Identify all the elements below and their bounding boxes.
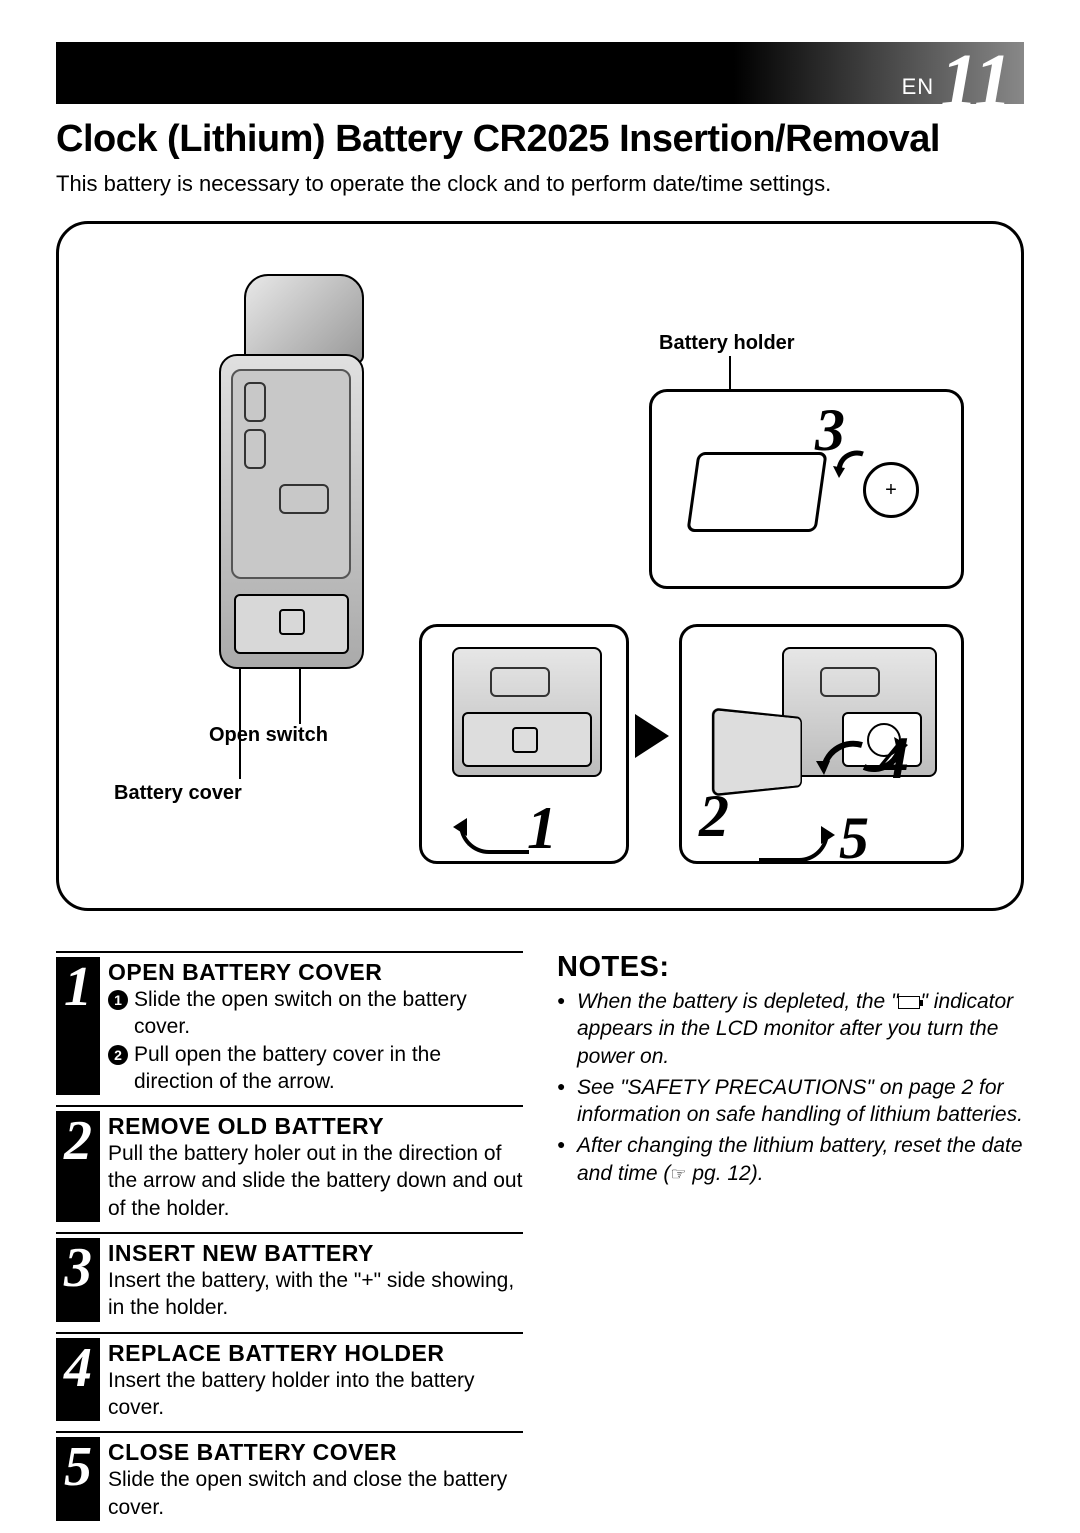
- callout-4: 4: [879, 724, 909, 793]
- diagram: Battery holder Open switch Battery cover…: [56, 221, 1024, 911]
- page-header: EN 11: [56, 42, 1024, 104]
- step-3: 3 INSERT NEW BATTERY Insert the battery,…: [56, 1232, 523, 1322]
- label-battery-holder: Battery holder: [659, 332, 795, 355]
- step-number: 2: [56, 1111, 100, 1222]
- header-page-number: 11: [940, 50, 1012, 112]
- sub-num-icon: 2: [108, 1045, 128, 1065]
- step-number: 4: [56, 1338, 100, 1422]
- note-item: When the battery is depleted, the "" ind…: [557, 988, 1024, 1070]
- sub-text: Slide the open switch on the battery cov…: [134, 986, 523, 1041]
- big-arrow-icon: [635, 714, 669, 758]
- step-number: 1: [56, 957, 100, 1095]
- leader-line: [729, 356, 731, 391]
- callout-1: 1: [527, 794, 557, 863]
- step-title: CLOSE BATTERY COVER: [108, 1439, 523, 1466]
- page-subtitle: This battery is necessary to operate the…: [56, 171, 1024, 197]
- step-title: INSERT NEW BATTERY: [108, 1240, 523, 1267]
- label-open-switch: Open switch: [209, 724, 328, 747]
- battery-empty-icon: [898, 996, 920, 1009]
- callout-5: 5: [839, 804, 869, 873]
- sub-text: Pull open the battery cover in the direc…: [134, 1041, 523, 1096]
- detail-battery-holder: +: [649, 389, 964, 589]
- notes-heading: NOTES:: [557, 951, 1024, 984]
- step-number: 3: [56, 1238, 100, 1322]
- content-columns: 1 OPEN BATTERY COVER 1 Slide the open swi…: [56, 951, 1024, 1531]
- step-title: OPEN BATTERY COVER: [108, 959, 523, 986]
- camera-illustration: [189, 274, 399, 694]
- note-item: See "SAFETY PRECAUTIONS" on page 2 for i…: [557, 1074, 1024, 1129]
- page-title: Clock (Lithium) Battery CR2025 Insertion…: [56, 118, 1024, 161]
- step-2: 2 REMOVE OLD BATTERY Pull the battery ho…: [56, 1105, 523, 1222]
- notes-list: When the battery is depleted, the "" ind…: [557, 988, 1024, 1187]
- plus-icon: +: [863, 462, 919, 518]
- step-text: Insert the battery holder into the batte…: [108, 1367, 523, 1422]
- callout-2: 2: [699, 782, 729, 851]
- step-1: 1 OPEN BATTERY COVER 1 Slide the open swi…: [56, 951, 523, 1095]
- note-item: After changing the lithium battery, rese…: [557, 1132, 1024, 1187]
- step-5: 5 CLOSE BATTERY COVER Slide the open swi…: [56, 1431, 523, 1521]
- step-4: 4 REPLACE BATTERY HOLDER Insert the batt…: [56, 1332, 523, 1422]
- step-text: Insert the battery, with the "+" side sh…: [108, 1267, 523, 1322]
- header-lang: EN: [902, 74, 935, 100]
- step-number: 5: [56, 1437, 100, 1521]
- callout-3: 3: [815, 396, 845, 465]
- step-title: REMOVE OLD BATTERY: [108, 1113, 523, 1140]
- steps-column: 1 OPEN BATTERY COVER 1 Slide the open swi…: [56, 951, 523, 1531]
- step-text: Slide the open switch and close the batt…: [108, 1466, 523, 1521]
- step-title: REPLACE BATTERY HOLDER: [108, 1340, 523, 1367]
- label-battery-cover: Battery cover: [114, 782, 242, 805]
- step-text: Pull the battery holer out in the direct…: [108, 1140, 523, 1222]
- sub-num-icon: 1: [108, 990, 128, 1010]
- pointer-icon: ☞: [670, 1163, 686, 1186]
- notes-column: NOTES: When the battery is depleted, the…: [557, 951, 1024, 1531]
